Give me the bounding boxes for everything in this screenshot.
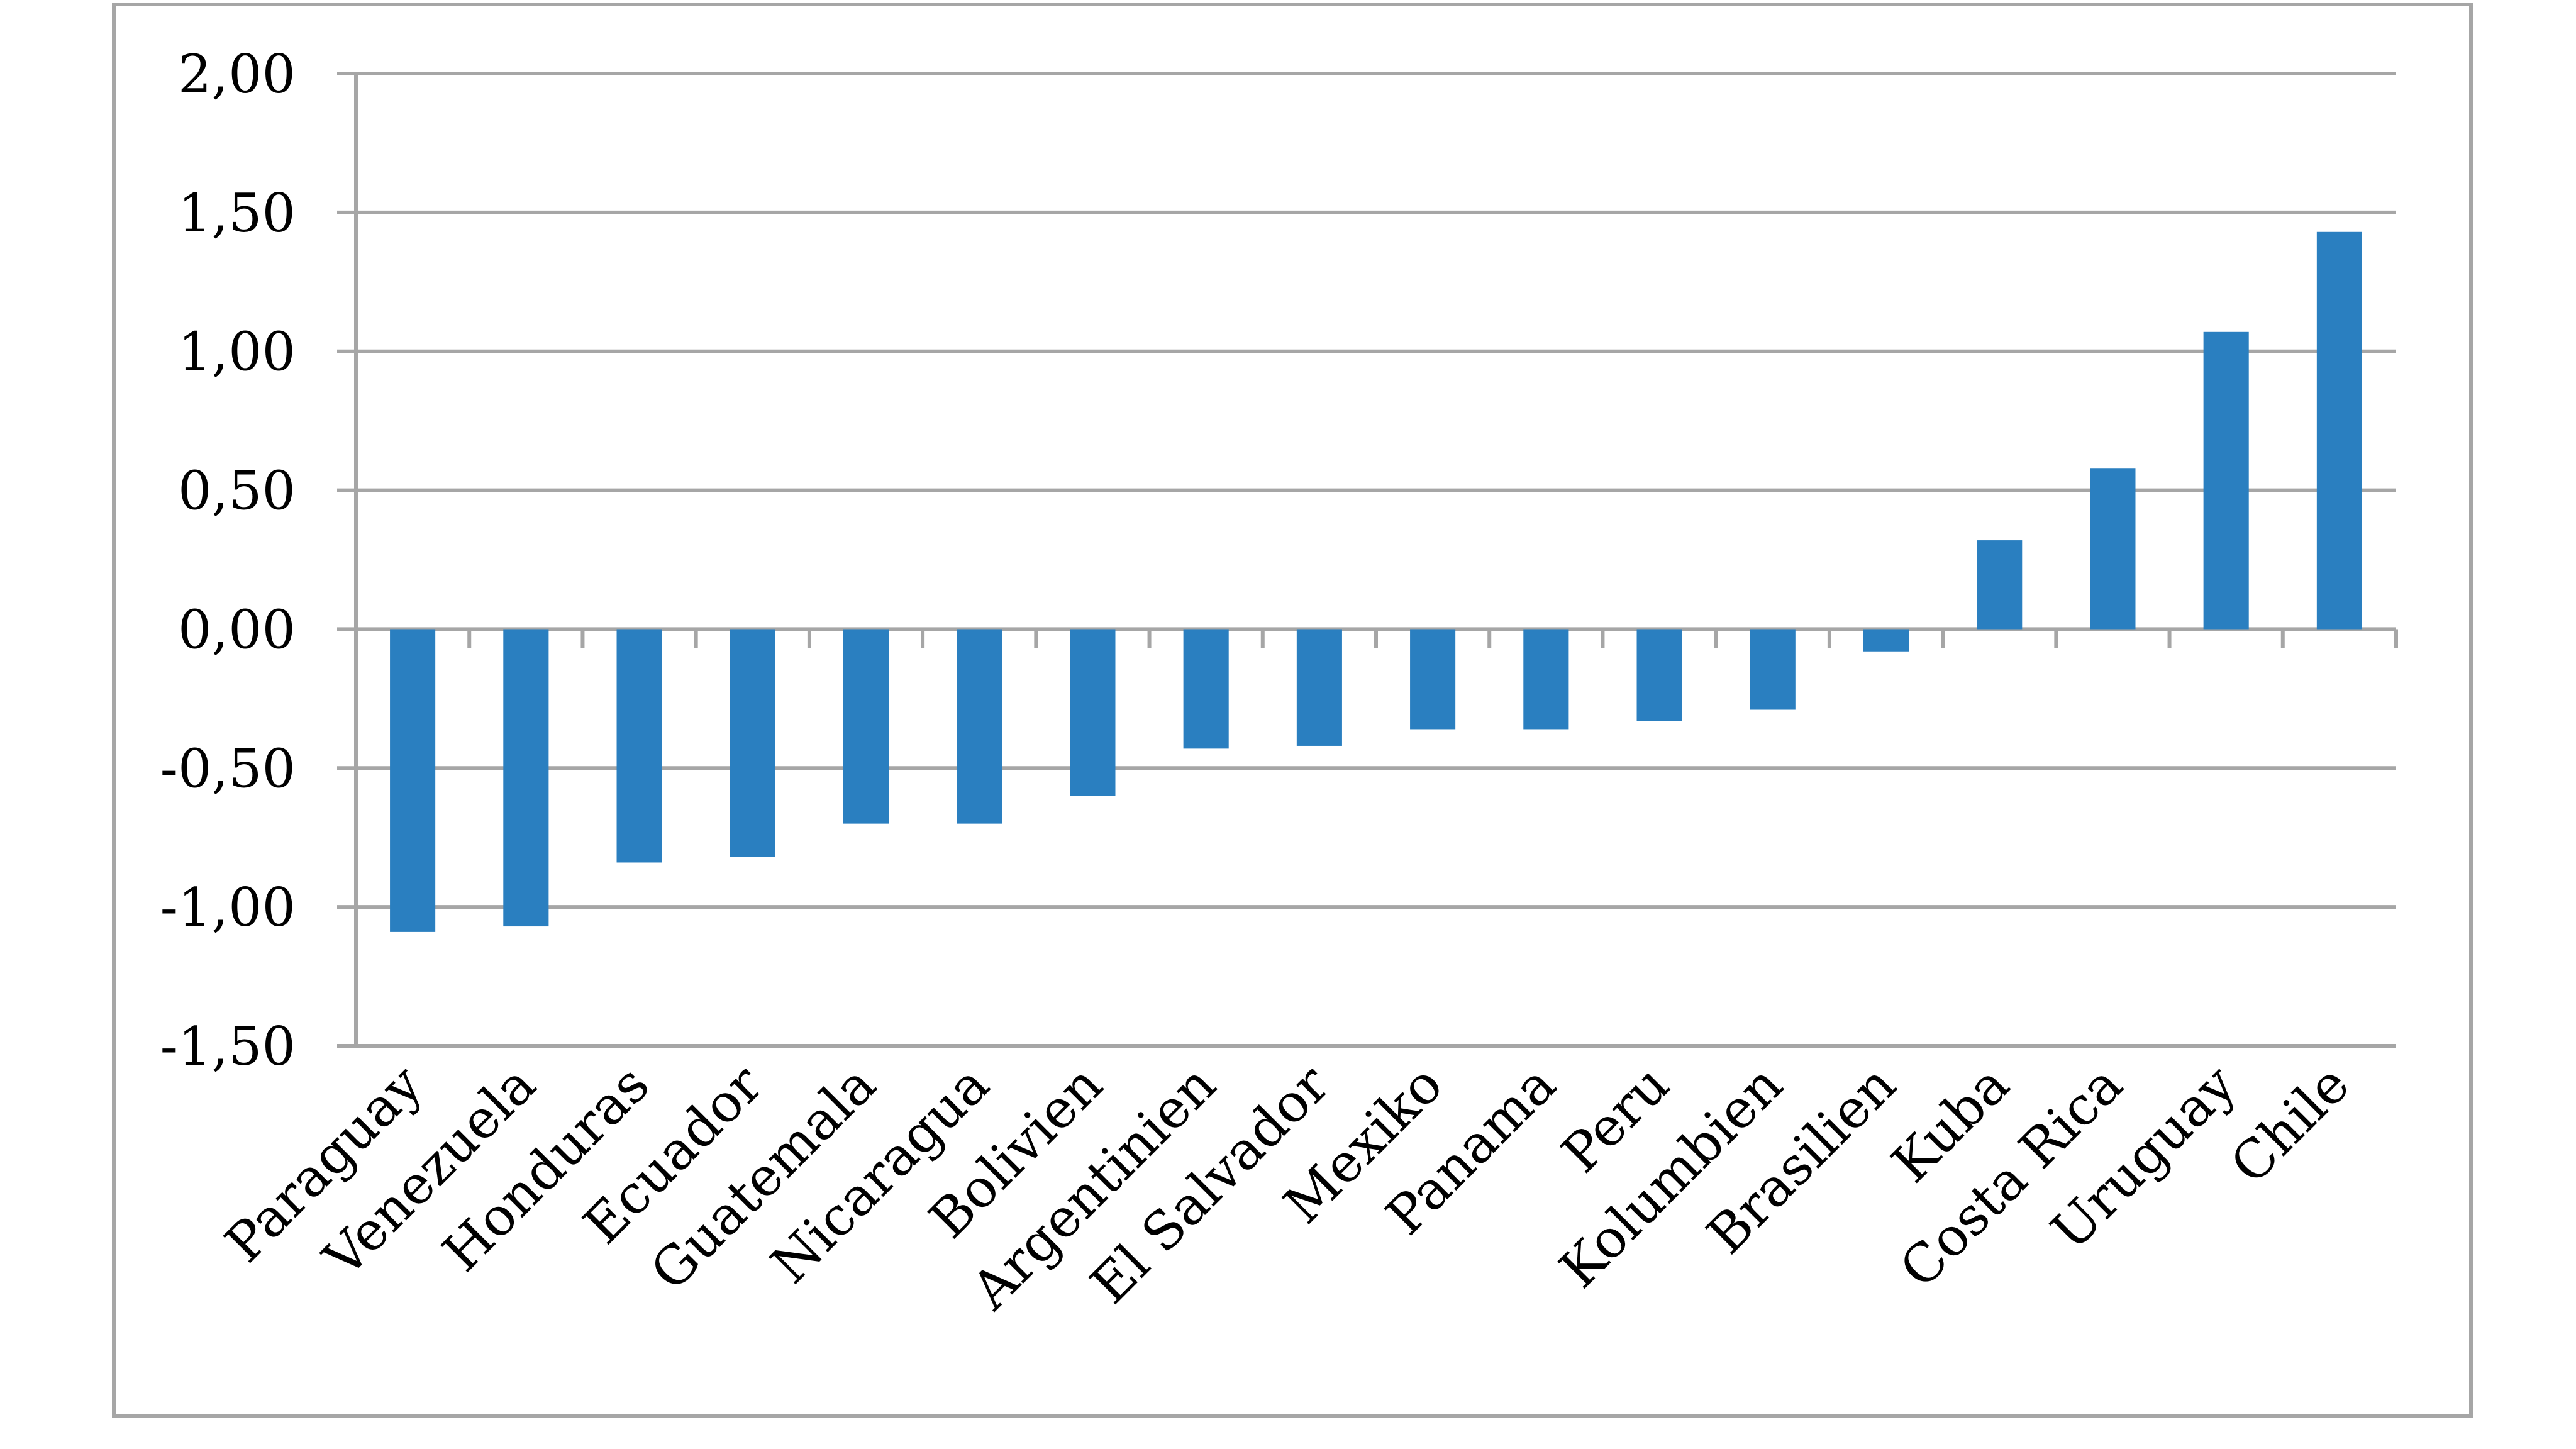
bar-argentinien — [1183, 629, 1229, 749]
bar-kolumbien — [1750, 629, 1796, 710]
bar-guatemala — [843, 629, 889, 824]
y-axis-tick-labels: -1,50 -1,00 -0,50 0,00 0,50 1,00 1,50 2,00 — [160, 43, 296, 1077]
bar-ecuador — [730, 629, 775, 857]
y-tick-label: -1,50 — [160, 1016, 296, 1077]
bar-costa-rica — [2090, 468, 2136, 630]
bars — [390, 231, 2362, 932]
axes — [354, 74, 2398, 1046]
bar-honduras — [616, 629, 662, 863]
bar-paraguay — [390, 629, 436, 932]
bar-nicaragua — [957, 629, 1002, 824]
gridlines — [337, 72, 2396, 1048]
bar-el-salvador — [1296, 629, 1342, 746]
y-tick-label: 1,50 — [178, 182, 296, 244]
y-tick-label: 0,50 — [178, 460, 296, 522]
y-tick-label: 2,00 — [178, 43, 296, 105]
bar-brasilien — [1863, 629, 1909, 652]
x-axis-tick-labels: ParaguayVenezuelaHondurasEcuadorGuatemal… — [213, 1053, 2361, 1321]
x-tick-label: Chile — [2219, 1053, 2361, 1196]
y-tick-label: -1,00 — [160, 877, 296, 938]
y-tick-label: -0,50 — [160, 738, 296, 799]
bar-chile — [2316, 231, 2362, 630]
bar-kuba — [1977, 540, 2023, 630]
bar-uruguay — [2203, 331, 2249, 630]
bar-bolivien — [1070, 629, 1116, 796]
bar-peru — [1636, 629, 1682, 721]
y-tick-label: 1,00 — [178, 321, 296, 383]
bar-venezuela — [503, 629, 549, 927]
bar-mexiko — [1410, 629, 1456, 730]
y-tick-label: 0,00 — [178, 599, 296, 660]
bar-panama — [1523, 629, 1569, 730]
